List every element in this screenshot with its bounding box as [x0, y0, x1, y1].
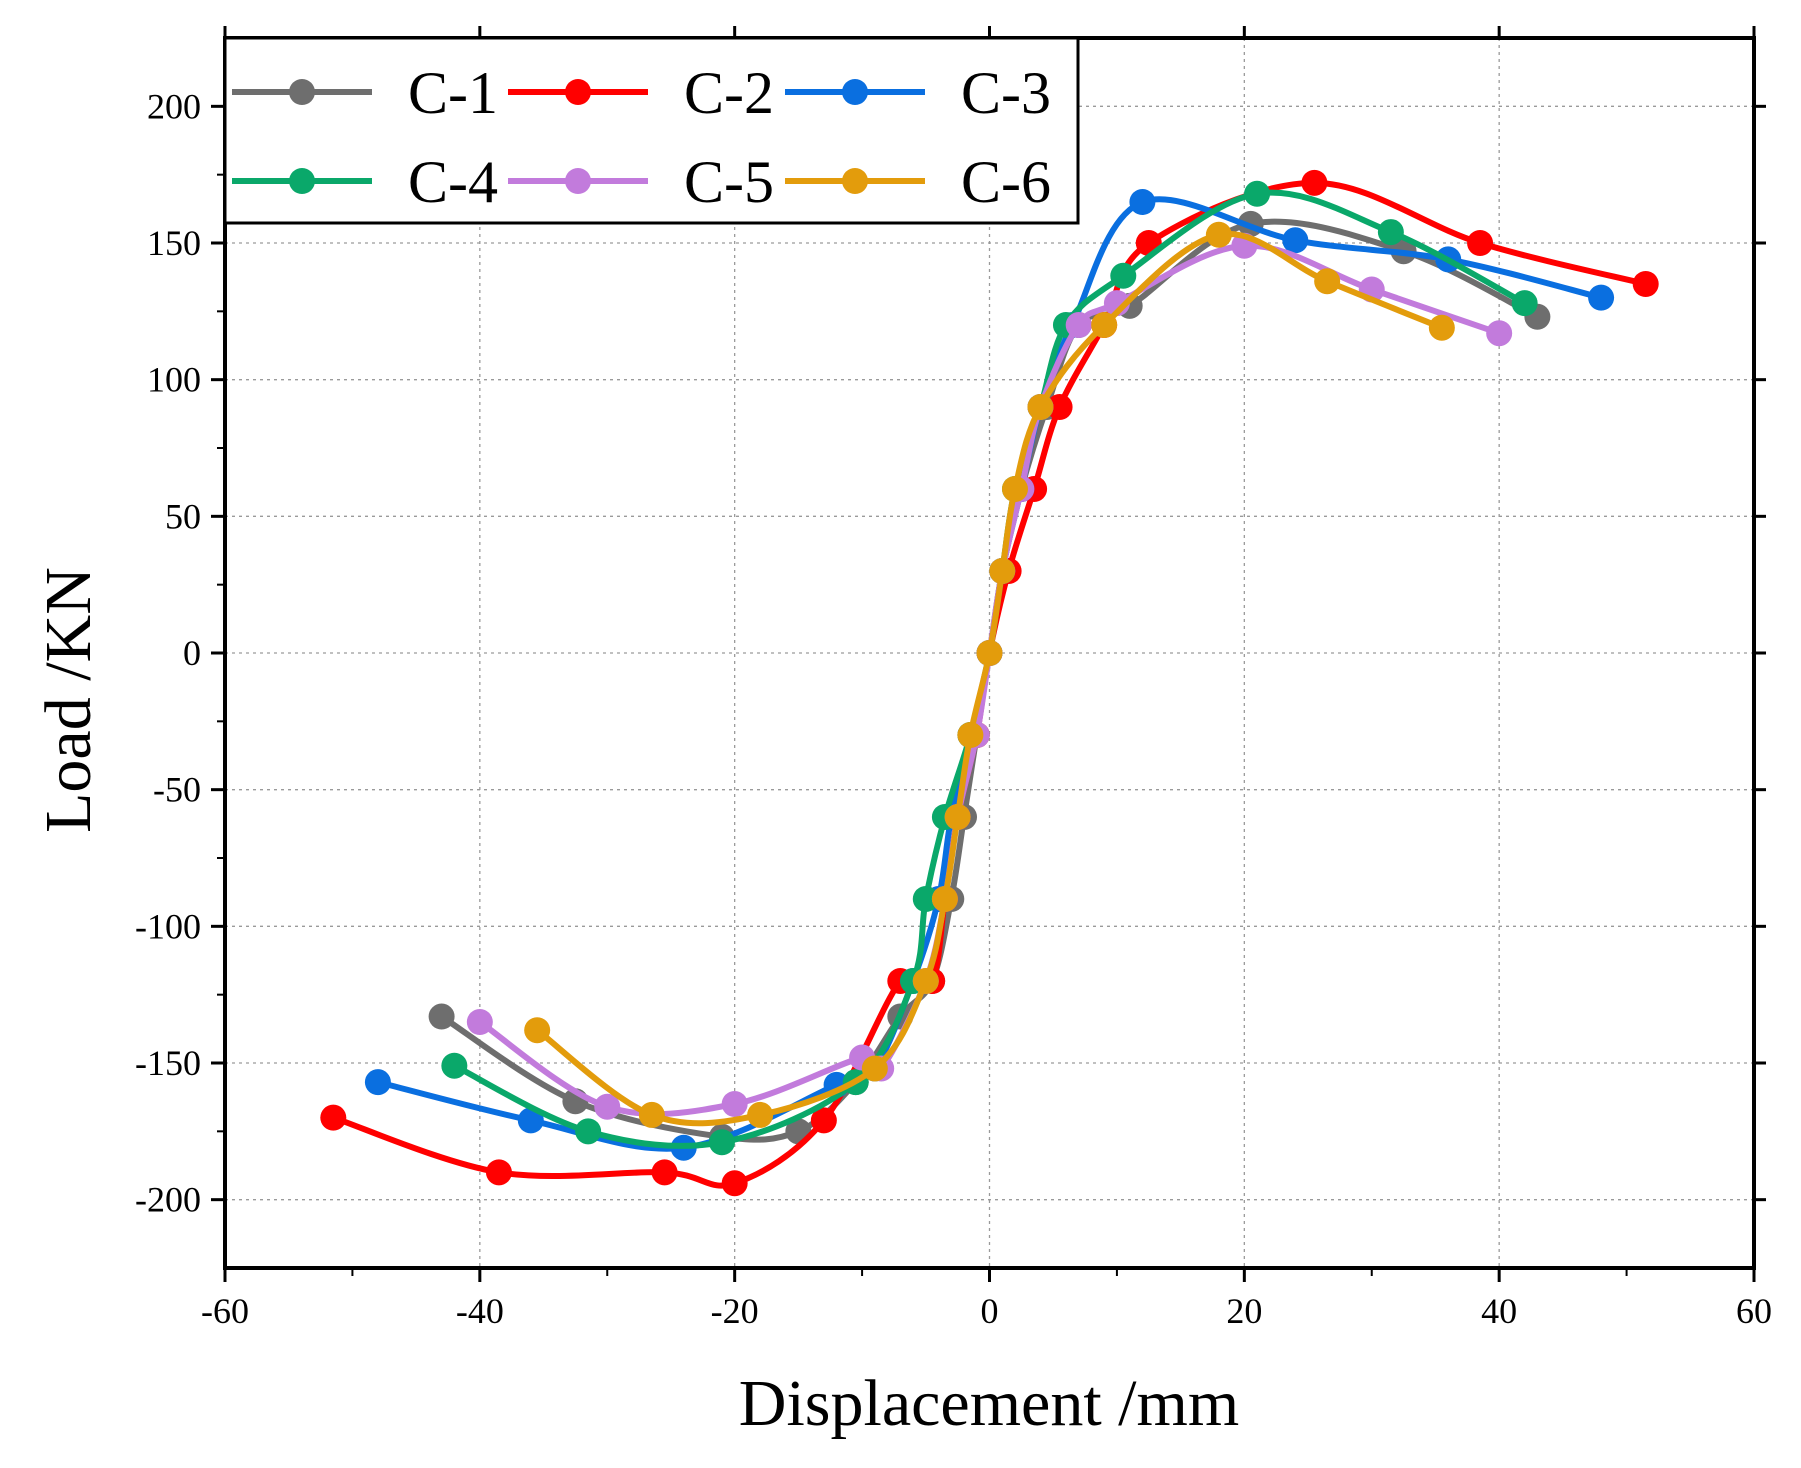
data-point	[320, 1104, 347, 1131]
x-tick-label: 0	[981, 1291, 999, 1331]
data-point	[524, 1017, 551, 1044]
axis-ticks	[211, 26, 1766, 1282]
data-point	[912, 886, 939, 912]
x-tick-label: 60	[1736, 1291, 1772, 1331]
data-point	[575, 1118, 602, 1145]
legend-item-c-1: C-1	[232, 60, 498, 126]
x-tick-label: -60	[201, 1291, 249, 1331]
data-point	[364, 1069, 391, 1096]
y-tick-label: -150	[135, 1043, 201, 1083]
data-point	[708, 1129, 735, 1156]
y-tick-label: 200	[147, 86, 201, 126]
data-point	[1428, 314, 1455, 341]
data-point	[594, 1093, 621, 1120]
data-point	[1486, 320, 1513, 347]
data-point	[485, 1159, 512, 1186]
y-tick-label: 50	[165, 496, 201, 536]
data-point	[441, 1052, 468, 1079]
data-point	[747, 1101, 774, 1128]
data-point	[721, 1170, 748, 1197]
data-point	[1046, 394, 1073, 420]
series-group	[320, 169, 1659, 1197]
data-point	[1301, 169, 1328, 196]
data-point	[1244, 180, 1271, 207]
y-axis-title: Load /KN	[32, 567, 105, 833]
x-tick-label: 20	[1226, 1291, 1262, 1331]
data-point	[1282, 227, 1309, 254]
x-axis-title: Displacement /mm	[739, 1367, 1239, 1440]
x-tick-label: 40	[1481, 1291, 1517, 1331]
data-point	[517, 1107, 544, 1134]
y-tick-label: -200	[135, 1180, 201, 1220]
legend-label: C-1	[408, 60, 498, 126]
y-tick-label: 150	[147, 223, 201, 263]
tick-labels: -60 -40 -20 0 20 40 60-200-150-100-50050100150…	[135, 86, 1772, 1331]
data-point	[1511, 290, 1538, 317]
y-tick-label: 100	[147, 360, 201, 400]
data-point	[721, 1091, 748, 1117]
data-point	[1001, 476, 1028, 502]
data-point	[466, 1009, 493, 1035]
data-point	[1110, 262, 1137, 289]
legend-item-c-3: C-3	[785, 60, 1051, 126]
legend-marker	[565, 168, 591, 194]
data-point	[1467, 230, 1494, 256]
legend-label: C-2	[684, 60, 774, 126]
data-point	[1065, 312, 1092, 338]
data-point	[1632, 271, 1659, 297]
data-point	[1027, 394, 1054, 420]
data-point	[931, 886, 958, 912]
series-line-c-6	[534, 230, 1445, 1127]
data-point	[1129, 189, 1156, 215]
legend: C-1 C-2 C-3 C-4 C-5 C-6	[223, 36, 1080, 225]
data-point	[912, 968, 939, 994]
data-point	[957, 722, 984, 748]
legend-label: C-6	[961, 149, 1051, 215]
data-point	[1091, 312, 1118, 338]
legend-box	[223, 36, 1080, 225]
data-point	[1205, 221, 1232, 248]
y-tick-label: -100	[135, 906, 201, 946]
data-point	[1314, 268, 1341, 295]
legend-label: C-3	[961, 60, 1051, 126]
legend-item-c-4: C-4	[232, 149, 498, 215]
legend-label: C-5	[684, 149, 774, 215]
series-line-c-5	[476, 242, 1503, 1118]
data-point	[944, 804, 971, 830]
data-point	[976, 640, 1003, 666]
data-point	[1588, 284, 1615, 311]
legend-marker	[842, 79, 868, 105]
data-point	[989, 558, 1016, 584]
data-point	[861, 1055, 888, 1082]
legend-item-c-6: C-6	[785, 149, 1051, 215]
legend-label: C-4	[408, 149, 498, 215]
y-tick-label: 0	[183, 633, 201, 673]
data-point	[810, 1107, 837, 1134]
data-point	[638, 1101, 665, 1128]
y-tick-label: -50	[153, 770, 201, 810]
data-point	[1377, 219, 1404, 246]
legend-marker	[289, 79, 315, 105]
legend-item-c-2: C-2	[508, 60, 774, 126]
data-point	[651, 1159, 678, 1186]
data-point	[428, 1003, 455, 1030]
x-tick-label: -40	[456, 1291, 504, 1331]
x-tick-label: -20	[711, 1291, 759, 1331]
series-c-6	[524, 221, 1455, 1128]
legend-marker	[565, 79, 591, 105]
legend-marker	[842, 168, 868, 194]
legend-marker	[289, 168, 315, 194]
legend-item-c-5: C-5	[508, 149, 774, 215]
